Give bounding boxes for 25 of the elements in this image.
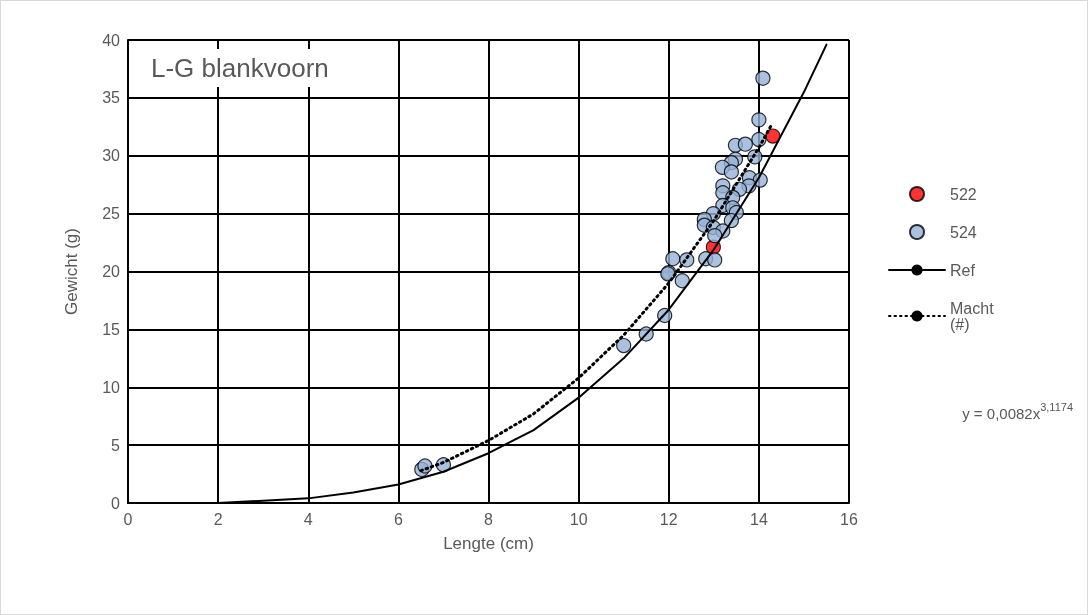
- y-tick-label: 5: [111, 436, 121, 454]
- x-tick-label: 2: [213, 510, 223, 528]
- x-axis-title: Lengte (cm): [443, 534, 534, 553]
- text: L-G blankvoorn: [151, 53, 329, 83]
- y-tick-label: 30: [102, 147, 121, 165]
- x-tick-label: 0: [123, 510, 133, 528]
- y-tick-label: 20: [102, 263, 121, 280]
- x-tick-label: 10: [569, 510, 588, 528]
- x-tick-label: 12: [659, 510, 678, 528]
- x-tick-label: 14: [749, 510, 768, 528]
- x-tick-label: 6: [393, 510, 403, 528]
- y-tick-label: 40: [102, 31, 121, 49]
- y-tick-label: 25: [102, 205, 121, 223]
- x-tick-label: 8: [484, 510, 494, 528]
- legend-label: 524: [950, 223, 977, 241]
- y-tick-label: 10: [102, 378, 121, 396]
- y-axis-title: Gewicht (g): [62, 228, 81, 315]
- legend-label: 522: [950, 185, 977, 203]
- x-tick-label: 16: [840, 510, 858, 528]
- y-tick-label: 35: [102, 89, 121, 107]
- y-tick-label: 15: [102, 320, 121, 338]
- legend-label: Macht (#): [950, 299, 995, 333]
- y-tick-label: 0: [111, 494, 121, 512]
- legend-label: Ref: [950, 261, 976, 279]
- x-tick-label: 4: [303, 510, 313, 528]
